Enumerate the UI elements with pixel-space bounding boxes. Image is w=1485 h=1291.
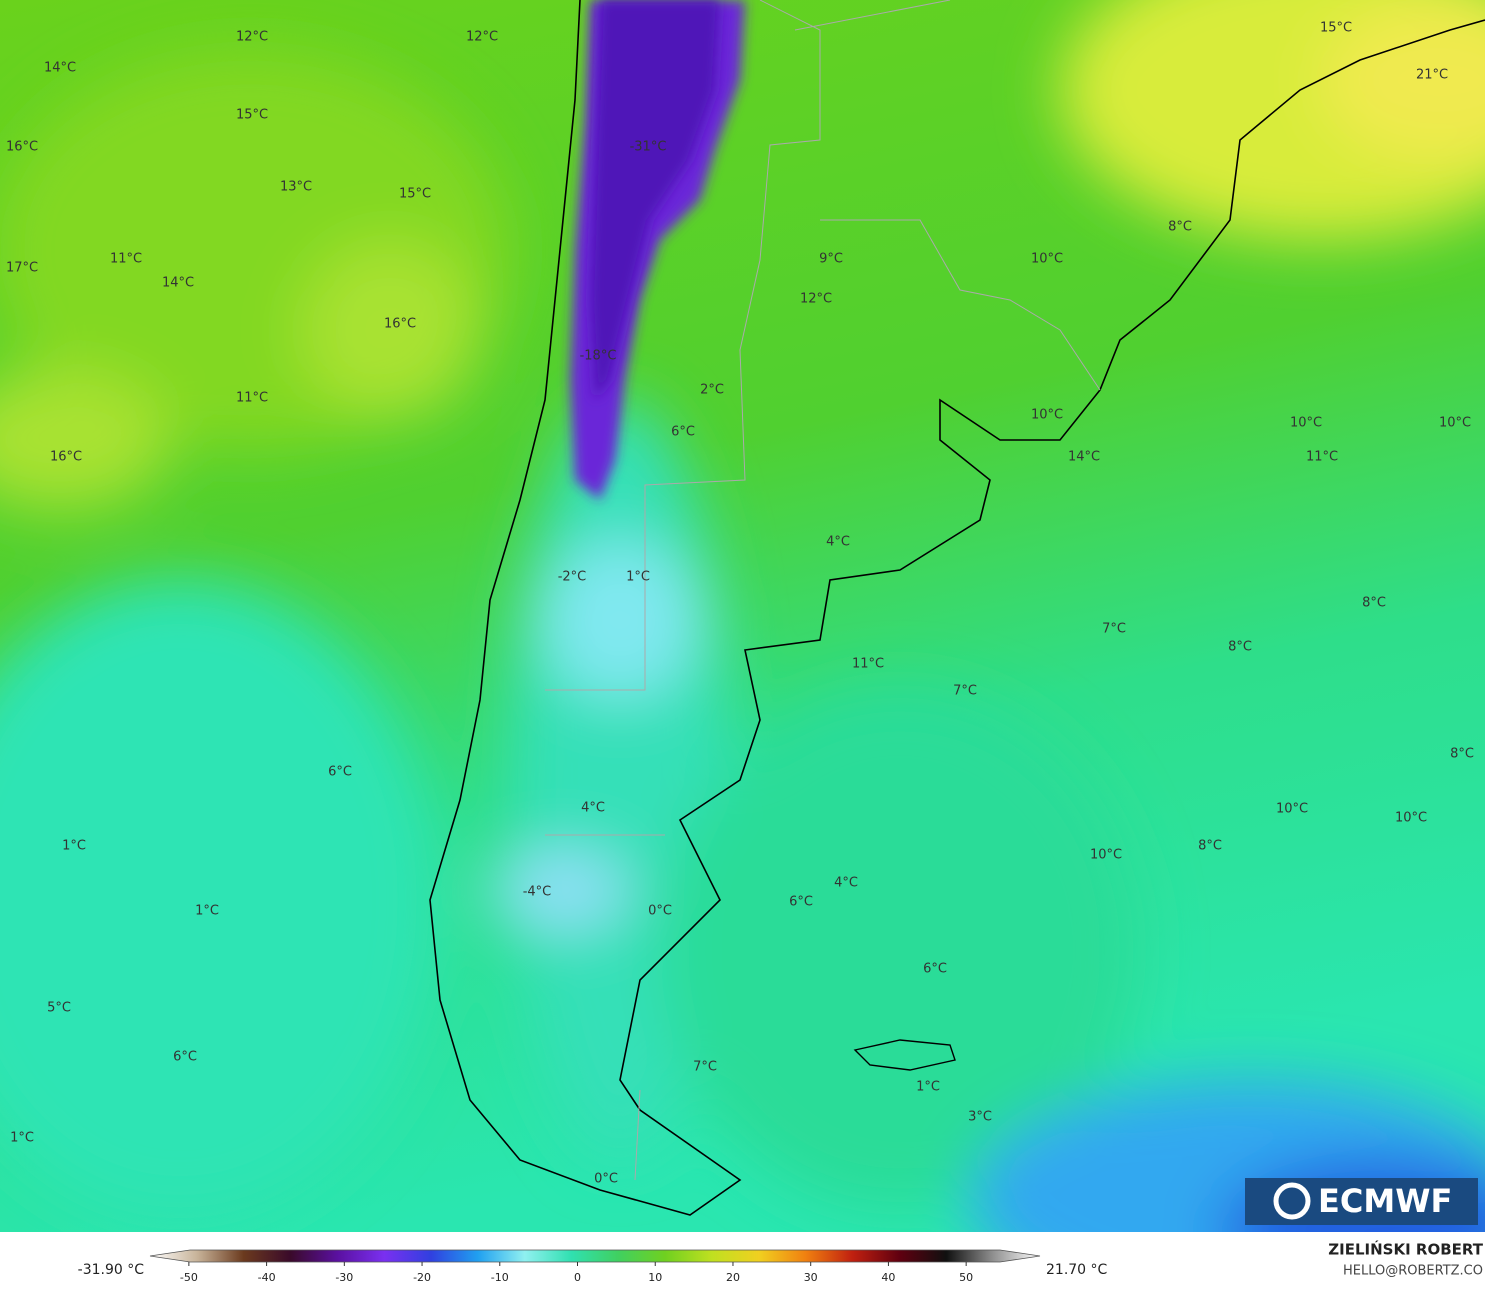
temperature-label: 3°C bbox=[968, 1110, 992, 1125]
colorbar-tick-label: -20 bbox=[413, 1271, 431, 1284]
temperature-label: 13°C bbox=[280, 180, 312, 195]
temperature-label: 12°C bbox=[236, 30, 268, 45]
temperature-label: 6°C bbox=[328, 765, 352, 780]
colorbar-tick-label: 50 bbox=[959, 1271, 973, 1284]
colorbar-tick-label: -40 bbox=[258, 1271, 276, 1284]
temperature-label: 5°C bbox=[47, 1001, 71, 1016]
author: ZIELIŃSKI ROBERT bbox=[1328, 1240, 1483, 1259]
temperature-label: 11°C bbox=[1306, 450, 1338, 465]
temperature-label: 11°C bbox=[852, 657, 884, 672]
temperature-label: 1°C bbox=[626, 570, 650, 585]
temperature-label: 2°C bbox=[700, 383, 724, 398]
map-labels: 12°C 12°C 14°C 15°C 16°C 13°C 15°C 17°C 11°C 14°C… bbox=[6, 21, 1474, 1187]
temperature-label: 1°C bbox=[916, 1080, 940, 1095]
temperature-label: 16°C bbox=[50, 450, 82, 465]
temperature-label: 4°C bbox=[834, 876, 858, 891]
temperature-label: 6°C bbox=[671, 425, 695, 440]
temperature-label: 15°C bbox=[399, 187, 431, 202]
colorbar-tick-label: 40 bbox=[881, 1271, 895, 1284]
temperature-label: 8°C bbox=[1362, 596, 1386, 611]
colorbar-min: -31.90 °C bbox=[78, 1262, 145, 1278]
borders bbox=[545, 0, 1101, 1181]
temperature-label: 11°C bbox=[110, 252, 142, 267]
colorbar-tick-label: 10 bbox=[648, 1271, 662, 1284]
temperature-label: -2°C bbox=[558, 570, 587, 585]
temperature-label: 1°C bbox=[10, 1131, 34, 1146]
colorbar-tick-label: -30 bbox=[335, 1271, 353, 1284]
temperature-label: 8°C bbox=[1450, 747, 1474, 762]
temperature-label: 1°C bbox=[62, 839, 86, 854]
temperature-label: 12°C bbox=[800, 292, 832, 307]
temperature-label: 4°C bbox=[581, 801, 605, 816]
temperature-label: 10°C bbox=[1395, 811, 1427, 826]
temperature-label: 17°C bbox=[6, 261, 38, 276]
temperature-label: -4°C bbox=[523, 885, 552, 900]
colorbar: -31.90 °C 21.70 °C -50 -40 -30 -20 -10 0 10 20 3… bbox=[78, 1249, 1108, 1284]
coldest-andes bbox=[590, 0, 720, 400]
temperature-label: 10°C bbox=[1031, 252, 1063, 267]
temperature-label: -18°C bbox=[580, 349, 617, 364]
temperature-label: 14°C bbox=[162, 276, 194, 291]
colorbar-tick-label: -10 bbox=[491, 1271, 509, 1284]
temperature-label: 6°C bbox=[923, 962, 947, 977]
temperature-label: 15°C bbox=[1320, 21, 1352, 36]
temperature-label: 4°C bbox=[826, 535, 850, 550]
temperature-label: 16°C bbox=[384, 317, 416, 332]
temperature-label: 1°C bbox=[195, 904, 219, 919]
temperature-label: 21°C bbox=[1416, 68, 1448, 83]
colorbar-ramp bbox=[149, 1249, 1041, 1263]
temperature-label: 14°C bbox=[1068, 450, 1100, 465]
logo-text: ECMWF bbox=[1318, 1182, 1452, 1220]
temperature-label: 11°C bbox=[236, 391, 268, 406]
falklands bbox=[853, 1039, 956, 1071]
email: HELLO@ROBERTZ.CO bbox=[1343, 1264, 1483, 1279]
logo-icon bbox=[1273, 1182, 1311, 1220]
temperature-label: 9°C bbox=[819, 252, 843, 267]
temperature-label: 10°C bbox=[1439, 416, 1471, 431]
temperature-label: 15°C bbox=[236, 108, 268, 123]
temperature-label: 10°C bbox=[1090, 848, 1122, 863]
colorbar-tick-label: 0 bbox=[574, 1271, 581, 1284]
temperature-label: 10°C bbox=[1290, 416, 1322, 431]
temperature-label: 14°C bbox=[44, 61, 76, 76]
coastline bbox=[429, 0, 1485, 1216]
temperature-label: 16°C bbox=[6, 140, 38, 155]
colorbar-max: 21.70 °C bbox=[1046, 1262, 1108, 1278]
temperature-label: 0°C bbox=[648, 904, 672, 919]
colorbar-tick-label: -50 bbox=[180, 1271, 198, 1284]
temperature-label: 12°C bbox=[466, 30, 498, 45]
temperature-label: 8°C bbox=[1228, 640, 1252, 655]
temperature-label: 6°C bbox=[789, 895, 813, 910]
temperature-label: 6°C bbox=[173, 1050, 197, 1065]
temperature-label: 7°C bbox=[1102, 622, 1126, 637]
temperature-label: 0°C bbox=[594, 1172, 618, 1187]
temperature-label: 8°C bbox=[1198, 839, 1222, 854]
colorbar-tick-label: 20 bbox=[726, 1271, 740, 1284]
temperature-label: 7°C bbox=[953, 684, 977, 699]
temperature-label: 10°C bbox=[1031, 408, 1063, 423]
colorbar-tick-label: 30 bbox=[804, 1271, 818, 1284]
temperature-label: 10°C bbox=[1276, 802, 1308, 817]
temperature-label: 7°C bbox=[693, 1060, 717, 1075]
temperature-label: 8°C bbox=[1168, 220, 1192, 235]
temperature-label: -31°C bbox=[630, 140, 667, 155]
